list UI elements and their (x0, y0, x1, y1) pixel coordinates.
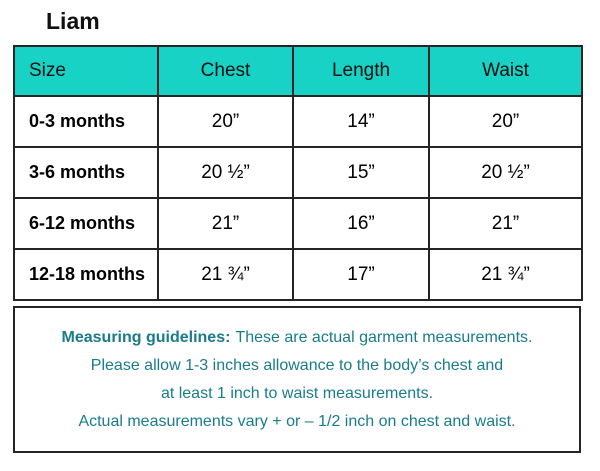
guidelines-line-1-text: These are actual garment measurements. (235, 328, 533, 346)
guidelines-line-1: Measuring guidelines: These are actual ga… (15, 329, 579, 347)
guidelines-label: Measuring guidelines: (61, 328, 231, 346)
guidelines-line-4: Actual measurements vary + or – 1/2 inch… (78, 412, 516, 430)
length-cell: 16” (292, 197, 430, 250)
waist-cell: 20” (428, 95, 583, 148)
header-chest: Chest (157, 45, 294, 97)
guidelines-line-2: Please allow 1-3 inches allowance to the… (90, 356, 504, 374)
table-header-row: Size Chest Length Waist (13, 45, 583, 97)
table-row: 3-6 months 20 ½” 15” 20 ½” (13, 146, 583, 199)
table-row: 0-3 months 20” 14” 20” (13, 95, 583, 148)
chest-cell: 21 ¾” (157, 248, 294, 301)
chest-cell: 21” (157, 197, 294, 250)
measuring-guidelines-box: Measuring guidelines: These are actual ga… (13, 306, 581, 453)
size-chart-table: Size Chest Length Waist 0-3 months 20” 1… (13, 45, 583, 301)
length-cell: 17” (292, 248, 430, 301)
table-row: 12-18 months 21 ¾” 17” 21 ¾” (13, 248, 583, 301)
header-waist: Waist (428, 45, 583, 97)
size-cell: 0-3 months (13, 95, 159, 148)
chest-cell: 20” (157, 95, 294, 148)
chest-cell: 20 ½” (157, 146, 294, 199)
size-cell: 12-18 months (13, 248, 159, 301)
length-cell: 14” (292, 95, 430, 148)
waist-cell: 21 ¾” (428, 248, 583, 301)
waist-cell: 21” (428, 197, 583, 250)
table-row: 6-12 months 21” 16” 21” (13, 197, 583, 250)
header-size: Size (13, 45, 159, 97)
guidelines-line-3: at least 1 inch to waist measurements. (160, 384, 434, 402)
page-title: Liam (46, 8, 100, 34)
size-cell: 3-6 months (13, 146, 159, 199)
waist-cell: 20 ½” (428, 146, 583, 199)
size-cell: 6-12 months (13, 197, 159, 250)
header-length: Length (292, 45, 430, 97)
length-cell: 15” (292, 146, 430, 199)
